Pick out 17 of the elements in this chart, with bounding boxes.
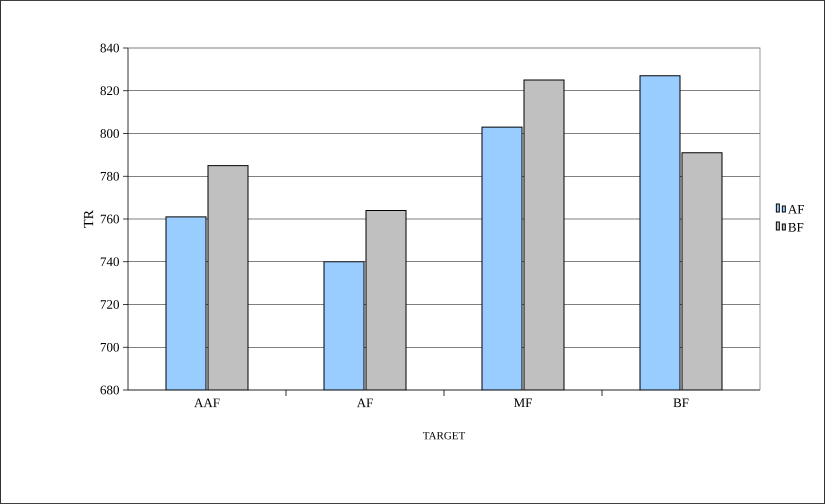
legend-label: BF bbox=[788, 223, 804, 232]
y-tick-label: 800 bbox=[100, 129, 119, 138]
y-tick-label: 740 bbox=[100, 257, 119, 266]
y-tick-label: 680 bbox=[100, 386, 119, 394]
legend-label: AF bbox=[788, 204, 804, 214]
y-tick-label: 720 bbox=[100, 300, 119, 309]
x-tick-label: AF bbox=[356, 398, 373, 408]
y-tick-label: 700 bbox=[100, 342, 119, 352]
y-tick-label: 780 bbox=[100, 172, 119, 181]
x-tick-label: BF bbox=[673, 398, 688, 408]
y-axis-title: TR bbox=[84, 210, 94, 228]
x-tick-label: AAF bbox=[194, 398, 220, 408]
x-tick-label: MF bbox=[514, 398, 532, 408]
y-tick-label: 820 bbox=[100, 86, 119, 96]
x-axis-title: TARGET bbox=[422, 432, 466, 440]
y-tick-label: 760 bbox=[100, 214, 119, 224]
y-tick-label: 840 bbox=[100, 44, 119, 52]
